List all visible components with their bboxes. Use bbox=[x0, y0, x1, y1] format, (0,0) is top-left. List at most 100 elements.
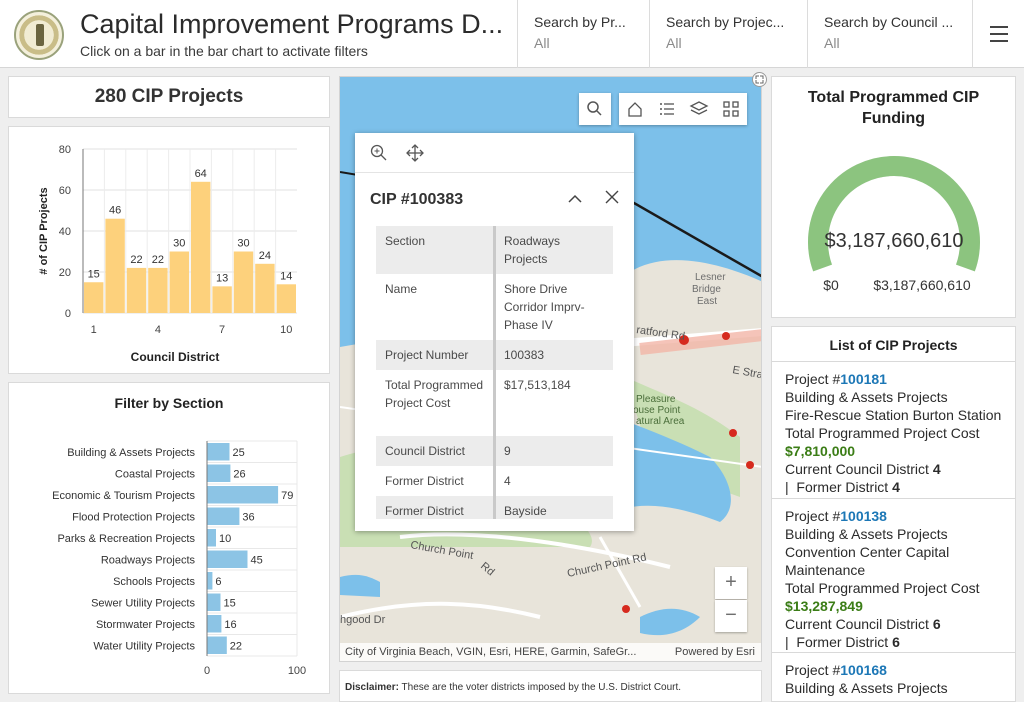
y-tick-label: 60 bbox=[59, 185, 71, 197]
hamburger-menu-icon[interactable] bbox=[972, 0, 1024, 68]
filter-council-select[interactable]: Search by Council ... All bbox=[807, 0, 972, 68]
section-bar[interactable] bbox=[207, 593, 221, 612]
bar-value-label: 79 bbox=[281, 490, 293, 502]
popup-row: Total Programmed Project Cost $17,513,184 bbox=[376, 370, 613, 436]
powered-by-esri-link[interactable]: Powered by Esri bbox=[674, 646, 755, 658]
zoom-to-icon[interactable] bbox=[367, 141, 391, 165]
project-list-title: List of CIP Projects bbox=[829, 337, 958, 353]
bar-district-5[interactable] bbox=[169, 251, 189, 314]
section-bar[interactable] bbox=[207, 550, 248, 569]
svg-text:Bridge: Bridge bbox=[692, 284, 721, 295]
category-label: Building & Assets Projects bbox=[67, 447, 195, 459]
x-tick-label: 10 bbox=[280, 324, 292, 336]
category-label: Sewer Utility Projects bbox=[91, 598, 195, 610]
popup-attribute-table: Section Roadways Projects Name Shore Drive… bbox=[376, 226, 613, 519]
bar-value-label: 36 bbox=[242, 512, 254, 524]
expand-icon[interactable] bbox=[752, 72, 767, 87]
list-item[interactable]: Project #100168 Building & Assets Projec… bbox=[772, 652, 1015, 701]
y-tick-label: 0 bbox=[65, 308, 71, 320]
project-id-link: 100168 bbox=[840, 662, 887, 678]
app-header: Capital Improvement Programs D... Click … bbox=[0, 0, 1024, 68]
home-icon[interactable] bbox=[620, 94, 650, 124]
bar-district-7[interactable] bbox=[212, 286, 232, 313]
popup-row: Former District 4 bbox=[376, 466, 613, 496]
gauge-value: $3,187,660,610 bbox=[824, 230, 963, 252]
category-label: Stormwater Projects bbox=[96, 619, 196, 631]
map-widget-toolbar bbox=[619, 93, 747, 125]
filter-project-select[interactable]: Search by Projec... All bbox=[649, 0, 807, 68]
bar-value-label: 15 bbox=[224, 598, 236, 610]
filter-council-value: All bbox=[824, 35, 840, 51]
bar-value-label: 46 bbox=[109, 205, 121, 217]
popup-row: Name Shore Drive Corridor Imprv-Phase IV bbox=[376, 274, 613, 340]
y-tick-label: 20 bbox=[59, 267, 71, 279]
pan-move-icon[interactable] bbox=[403, 141, 427, 165]
svg-text:atural Area: atural Area bbox=[636, 416, 685, 427]
y-axis-title: # of CIP Projects bbox=[38, 187, 50, 274]
bar-value-label: 64 bbox=[195, 168, 207, 180]
section-bar[interactable] bbox=[207, 615, 222, 633]
filter-section-select[interactable]: Search by Pr... All bbox=[517, 0, 649, 68]
section-bar[interactable] bbox=[207, 486, 279, 504]
bar-value-label: 30 bbox=[173, 238, 185, 250]
section-bar[interactable] bbox=[207, 529, 216, 547]
disclaimer-label: Disclaimer: bbox=[345, 682, 399, 693]
bar-district-4[interactable] bbox=[148, 267, 168, 313]
bar-value-label: 30 bbox=[237, 238, 249, 250]
gauge-fill bbox=[808, 156, 980, 272]
list-item[interactable]: Project #100181 Building & Assets Projec… bbox=[772, 361, 1015, 498]
svg-text:East: East bbox=[697, 296, 717, 307]
bar-value-label: 22 bbox=[130, 254, 142, 266]
collapse-chevron-icon[interactable] bbox=[567, 191, 583, 207]
filter-project-label: Search by Projec... bbox=[666, 14, 785, 30]
project-count: 280 CIP Projects bbox=[94, 86, 244, 107]
bar-district-8[interactable] bbox=[233, 251, 254, 314]
feature-popup: CIP #100383 Section Roadways Projects Nam… bbox=[355, 133, 634, 531]
zoom-out-button[interactable]: − bbox=[715, 600, 747, 632]
app-subtitle: Click on a bar in the bar chart to activ… bbox=[80, 43, 368, 59]
bar-district-1[interactable] bbox=[84, 282, 104, 313]
district-chart-panel: 0 20 40 60 80 15 46 22 22 30 64 13 30 24 14 1 4 7 10 Counci… bbox=[8, 126, 330, 374]
popup-title: CIP #100383 bbox=[370, 191, 464, 208]
section-bar[interactable] bbox=[207, 464, 231, 483]
project-id-link: 100138 bbox=[840, 508, 887, 524]
section-bar[interactable] bbox=[207, 507, 240, 526]
map-label-lesner: Lesner bbox=[695, 272, 726, 283]
bar-district-10[interactable] bbox=[276, 284, 296, 313]
bar-value-label: 13 bbox=[216, 272, 228, 284]
bar-value-label: 6 bbox=[215, 576, 221, 588]
section-bar[interactable] bbox=[207, 443, 230, 461]
section-bar[interactable] bbox=[207, 636, 227, 655]
x-tick-label: 0 bbox=[204, 665, 210, 677]
qr-code-icon[interactable] bbox=[716, 94, 746, 124]
list-item[interactable]: Project #100138 Building & Assets Projec… bbox=[772, 498, 1015, 652]
layers-icon[interactable] bbox=[684, 94, 714, 124]
svg-text:E Stra: E Stra bbox=[731, 364, 762, 381]
popup-row: Council District 9 bbox=[376, 436, 613, 466]
x-tick-label: 7 bbox=[219, 324, 225, 336]
project-count-panel: 280 CIP Projects bbox=[8, 76, 330, 118]
bar-value-label: 16 bbox=[224, 619, 236, 631]
section-bar[interactable] bbox=[207, 572, 213, 590]
y-tick-label: 40 bbox=[59, 226, 71, 238]
category-label: Coastal Projects bbox=[115, 469, 196, 481]
svg-text:ouse Point: ouse Point bbox=[633, 405, 680, 416]
map-search-button[interactable] bbox=[579, 93, 611, 125]
gauge-min-label: $0 bbox=[823, 277, 839, 293]
legend-list-icon[interactable] bbox=[652, 94, 682, 124]
category-label: Water Utility Projects bbox=[93, 641, 195, 653]
city-seal-logo bbox=[14, 10, 64, 60]
zoom-in-button[interactable]: + bbox=[715, 567, 747, 599]
close-icon[interactable] bbox=[604, 189, 620, 205]
filter-project-value: All bbox=[666, 35, 682, 51]
x-tick-label: 4 bbox=[155, 324, 161, 336]
disclaimer: Disclaimer: These are the voter district… bbox=[339, 670, 762, 702]
bar-district-3[interactable] bbox=[126, 267, 147, 313]
x-axis-title: Council District bbox=[131, 350, 220, 364]
category-label: Parks & Recreation Projects bbox=[57, 533, 195, 545]
bar-value-label: 15 bbox=[88, 268, 100, 280]
bar-district-2[interactable] bbox=[105, 218, 125, 313]
bar-district-6[interactable] bbox=[191, 181, 211, 313]
bar-district-9[interactable] bbox=[255, 263, 275, 313]
